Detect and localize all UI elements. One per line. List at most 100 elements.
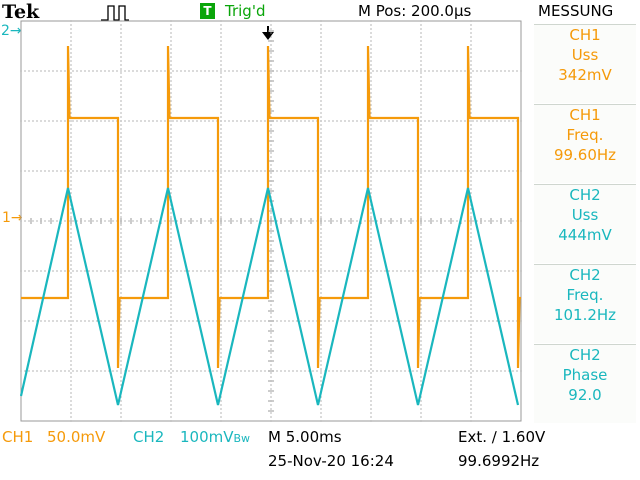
- graticule-dot: [70, 356, 72, 358]
- graticule-dot: [70, 372, 72, 374]
- graticule-dot: [36, 270, 38, 272]
- graticule-dot: [70, 320, 72, 322]
- graticule-dot: [132, 120, 134, 122]
- graticule-dot: [420, 360, 422, 362]
- graticule-dot: [284, 320, 286, 322]
- graticule-dot: [240, 270, 242, 272]
- graticule-dot: [420, 28, 422, 30]
- graticule-dot: [208, 120, 210, 122]
- graticule-dot: [320, 24, 322, 26]
- graticule-dot: [170, 260, 172, 262]
- measurement-slot-1[interactable]: CH1 Uss 342mV: [534, 24, 636, 103]
- graticule-dot: [120, 404, 122, 406]
- graticule-dot: [120, 88, 122, 90]
- graticule-dot: [70, 312, 72, 314]
- graticule-dot: [470, 40, 472, 42]
- graticule-dot: [164, 270, 166, 272]
- graticule-dot: [92, 70, 94, 72]
- graticule-dot: [508, 170, 510, 172]
- graticule-dot: [220, 20, 222, 22]
- graticule-dot: [420, 80, 422, 82]
- graticule-dot: [470, 280, 472, 282]
- graticule-dot: [120, 80, 122, 82]
- graticule-dot: [176, 220, 178, 222]
- graticule-dot: [328, 320, 330, 322]
- graticule-dot: [344, 370, 346, 372]
- graticule-dot: [220, 370, 222, 372]
- graticule-dot: [120, 396, 122, 398]
- graticule-dot: [170, 76, 172, 78]
- graticule-dot: [72, 70, 74, 72]
- graticule-dot: [132, 220, 134, 222]
- graticule-dot: [36, 170, 38, 172]
- graticule-dot: [180, 320, 182, 322]
- graticule-dot: [420, 288, 422, 290]
- graticule-dot: [470, 144, 472, 146]
- graticule-dot: [196, 120, 198, 122]
- graticule-dot: [420, 200, 422, 202]
- graticule-dot: [420, 40, 422, 42]
- graticule-dot: [112, 370, 114, 372]
- graticule-dot: [312, 320, 314, 322]
- graticule-dot: [388, 120, 390, 122]
- graticule-dot: [420, 284, 422, 286]
- graticule-dot: [120, 340, 122, 342]
- graticule-dot: [484, 220, 486, 222]
- graticule-dot: [40, 270, 42, 272]
- graticule-dot: [156, 70, 158, 72]
- graticule-dot: [264, 320, 266, 322]
- graticule-dot: [200, 320, 202, 322]
- graticule-dot: [324, 70, 326, 72]
- measurement-slot-3[interactable]: CH2 Uss 444mV: [534, 184, 636, 263]
- graticule-dot: [120, 172, 122, 174]
- graticule-dot: [72, 170, 74, 172]
- graticule-dot: [120, 280, 122, 282]
- graticule-dot: [320, 288, 322, 290]
- graticule-dot: [470, 412, 472, 414]
- graticule-dot: [276, 220, 278, 222]
- graticule-dot: [428, 320, 430, 322]
- graticule-dot: [188, 270, 190, 272]
- measurement-slot-4[interactable]: CH2 Freq. 101.2Hz: [534, 264, 636, 343]
- graticule-dot: [120, 132, 122, 134]
- graticule-dot: [270, 248, 272, 250]
- graticule-dot: [184, 170, 186, 172]
- graticule-dot: [48, 320, 50, 322]
- graticule-dot: [470, 120, 472, 122]
- graticule-dot: [170, 232, 172, 234]
- graticule-dot: [320, 268, 322, 270]
- graticule-dot: [170, 140, 172, 142]
- graticule-dot: [470, 72, 472, 74]
- graticule-dot: [88, 370, 90, 372]
- graticule-dot: [56, 70, 58, 72]
- graticule-dot: [470, 112, 472, 114]
- graticule-dot: [24, 170, 26, 172]
- graticule-dot: [320, 284, 322, 286]
- graticule-dot: [144, 170, 146, 172]
- graticule-dot: [270, 312, 272, 314]
- graticule-dot: [440, 170, 442, 172]
- graticule-dot: [300, 370, 302, 372]
- graticule-dot: [220, 204, 222, 206]
- graticule-dot: [470, 344, 472, 346]
- graticule-dot: [196, 170, 198, 172]
- graticule-dot: [28, 70, 30, 72]
- graticule-dot: [228, 370, 230, 372]
- measurement-slot-5[interactable]: CH2 Phase 92.0: [534, 344, 636, 423]
- graticule-dot: [52, 370, 54, 372]
- graticule-dot: [170, 272, 172, 274]
- ch2-scale: 100mVBw: [180, 427, 250, 449]
- graticule-dot: [320, 260, 322, 262]
- waveform-display: [20, 20, 522, 422]
- measurement-slot-2[interactable]: CH1 Freq. 99.60Hz: [534, 104, 636, 183]
- graticule-dot: [420, 180, 422, 182]
- graticule-dot: [420, 252, 422, 254]
- graticule-dot: [420, 44, 422, 46]
- graticule-dot: [144, 220, 146, 222]
- graticule-dot: [476, 170, 478, 172]
- graticule-dot: [70, 368, 72, 370]
- graticule-dot: [370, 284, 372, 286]
- graticule-dot: [270, 152, 272, 154]
- graticule-dot: [112, 270, 114, 272]
- graticule-dot: [270, 208, 272, 210]
